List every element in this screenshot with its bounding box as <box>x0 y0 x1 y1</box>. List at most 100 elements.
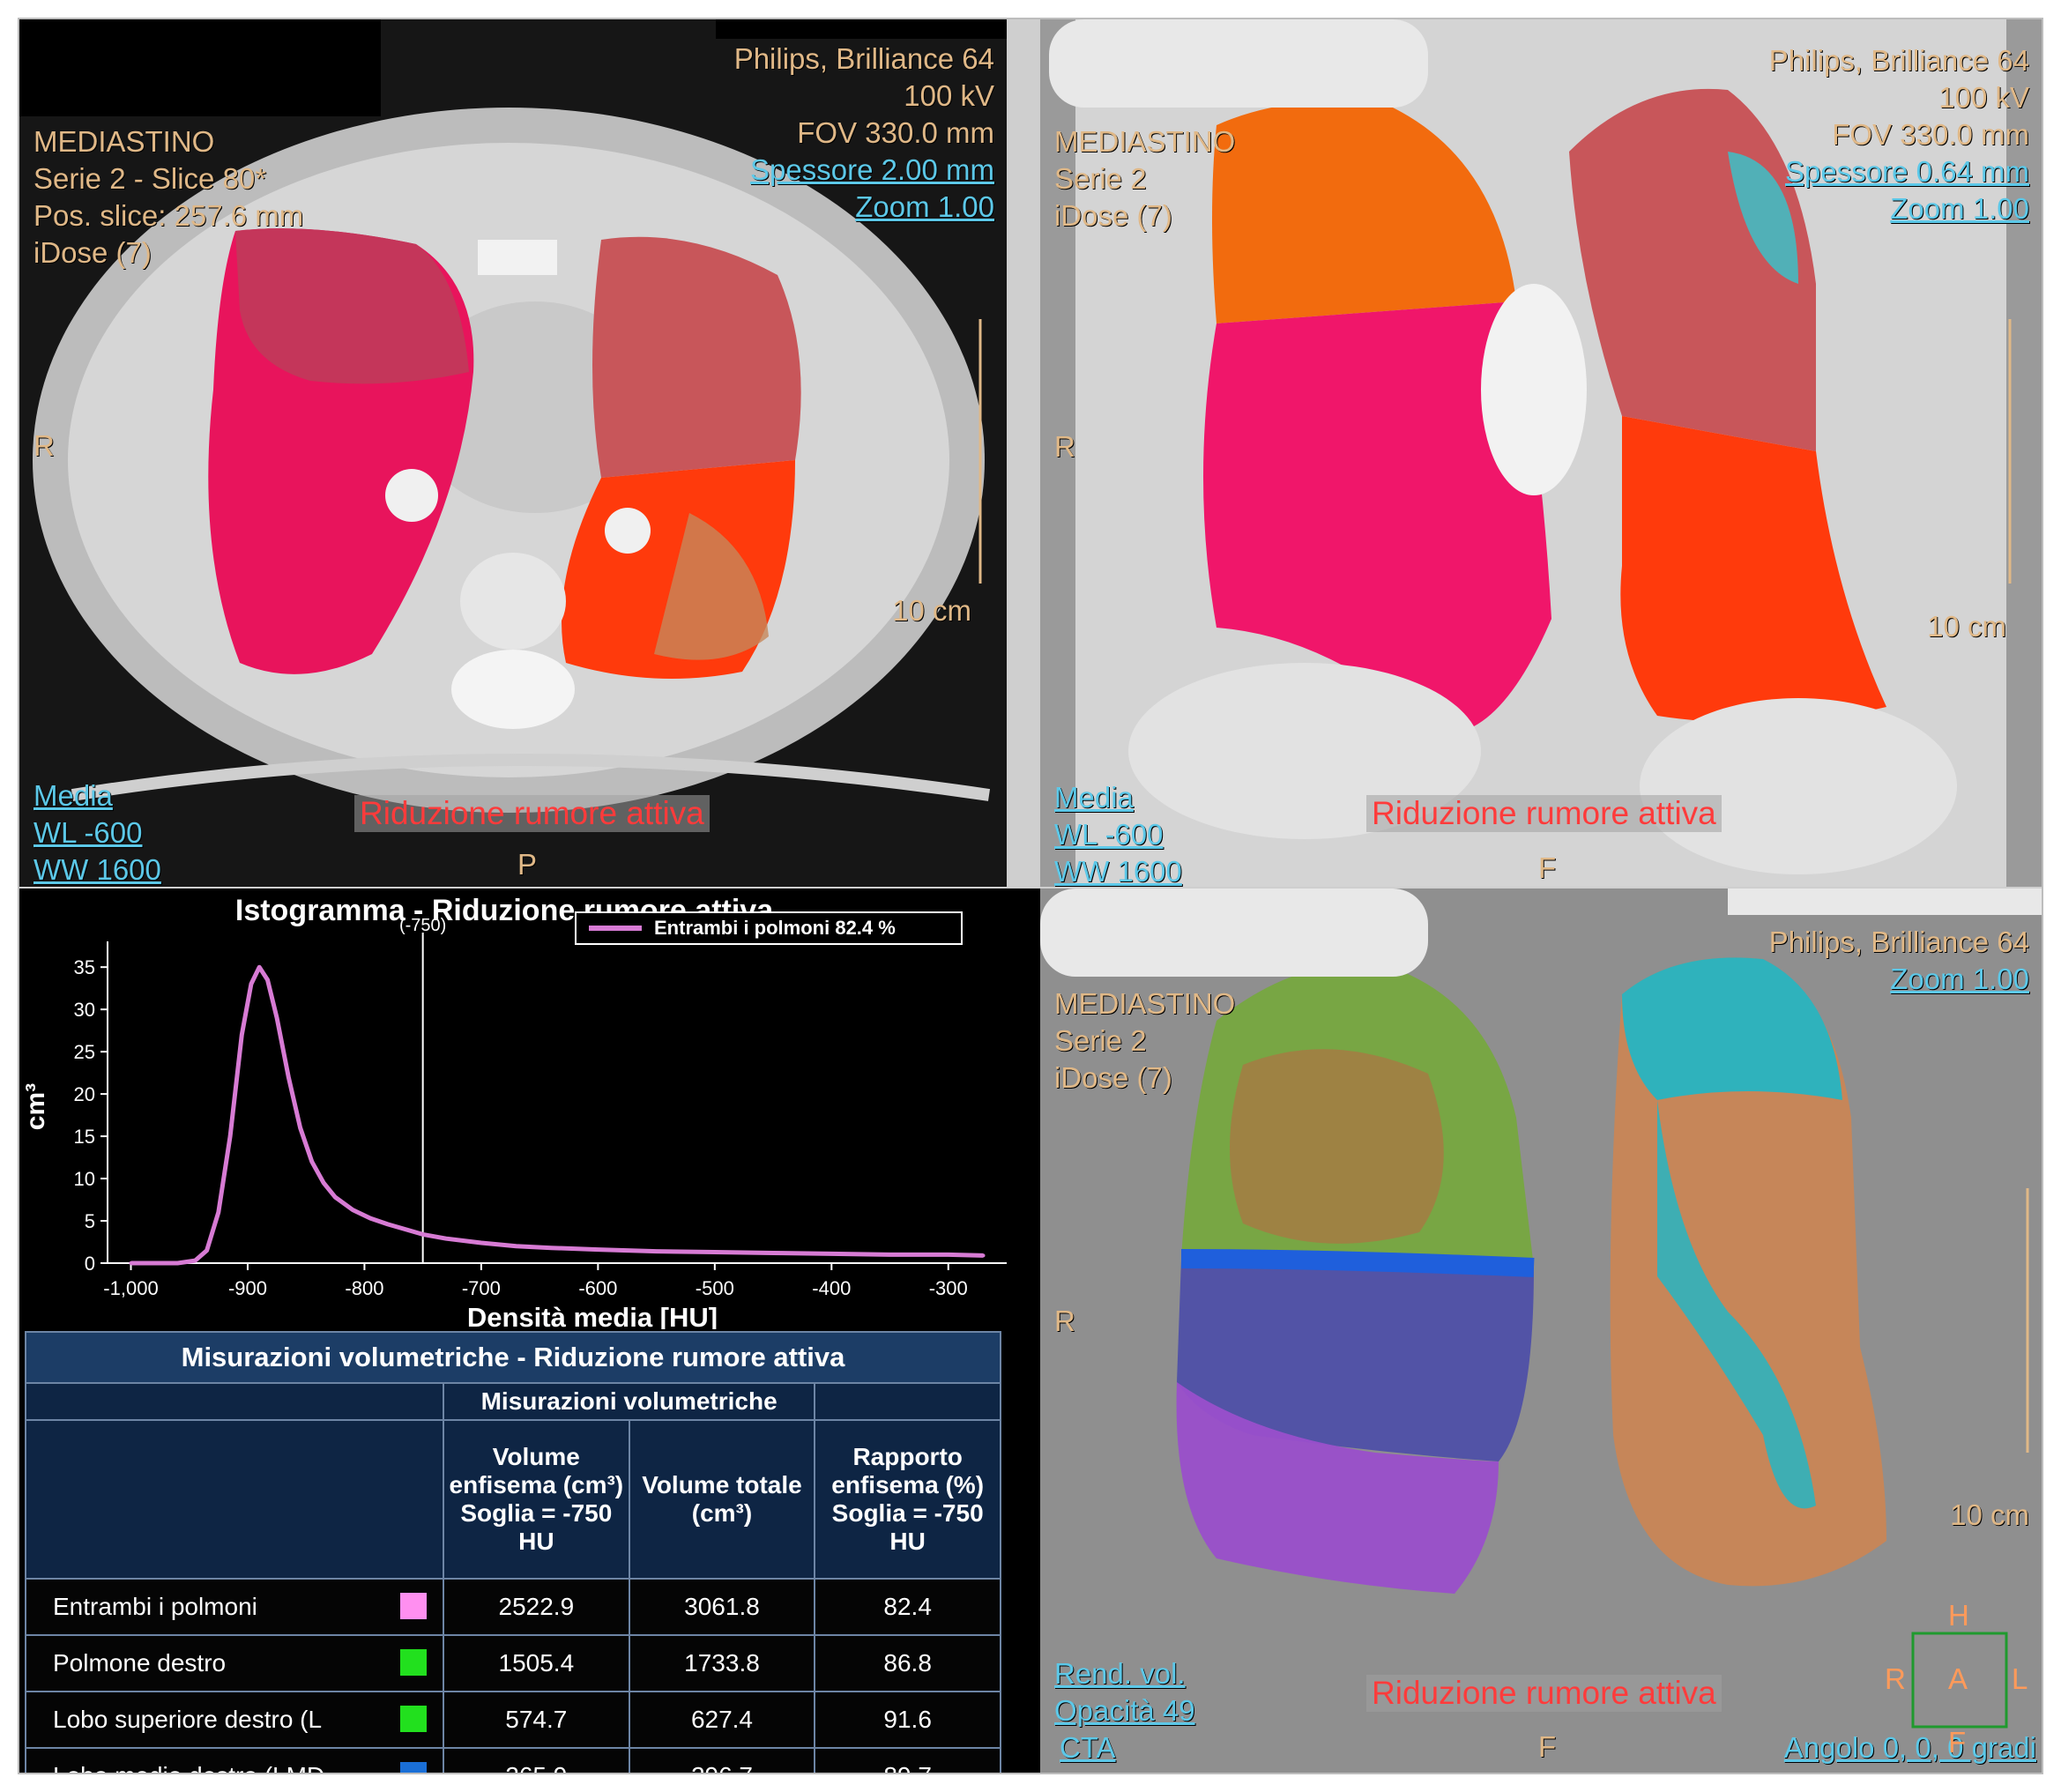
axial-orientation-bottom: P <box>517 848 538 881</box>
coronal-scale-label: 10 cm <box>1927 610 2006 643</box>
x-tick-label: -600 <box>578 1277 617 1299</box>
data-point <box>981 1253 986 1258</box>
data-point <box>420 1232 425 1237</box>
volume-angle-link[interactable]: Angolo 0, 0, 0 gradi <box>1783 1731 2036 1764</box>
data-point <box>333 1195 338 1200</box>
data-point <box>444 1237 449 1241</box>
volume-preset-link[interactable]: CTA <box>1060 1731 1116 1764</box>
table-row-name-cell: Lobo medio destro (LMD <box>25 1747 444 1773</box>
data-point <box>257 965 262 970</box>
data-point <box>205 1248 209 1253</box>
table-row-color-swatch <box>400 1593 427 1619</box>
legend-label: Entrambi i polmoni 82.4 % <box>654 917 896 939</box>
axial-zoom-link[interactable]: Zoom 1.00 <box>855 190 994 223</box>
redacted-header <box>1728 889 2042 915</box>
table-group-header: Misurazioni volumetriche <box>442 1382 816 1421</box>
y-tick-label: 10 <box>74 1168 95 1190</box>
axial-series-slice: Serie 2 - Slice 80* <box>33 162 267 195</box>
histogram-legend: Entrambi i polmoni 82.4 % <box>575 911 963 945</box>
data-point <box>946 1253 950 1257</box>
table-cell-v1: 2522.9 <box>443 1578 630 1636</box>
data-point <box>240 1032 244 1037</box>
table-row-name: Lobo superiore destro (L <box>53 1706 323 1733</box>
histogram-chart: -1,000 -900 -800 -700 -600 -500 -400 -300 0 5 10 15… <box>21 916 1007 1329</box>
table-cell-v2: 1733.8 <box>628 1634 816 1692</box>
orientation-cube-r: R <box>1885 1662 1906 1695</box>
volume-noise-reduction-label: Riduzione rumore attiva <box>1366 1675 1722 1712</box>
coronal-series: Serie 2 <box>1054 162 1147 195</box>
table-row-name-cell: Entrambi i polmoni <box>25 1578 444 1636</box>
x-tick-label: -800 <box>345 1277 383 1299</box>
table-blank-header <box>25 1382 444 1421</box>
x-axis-label: Densità media [HU] <box>467 1302 718 1329</box>
data-point <box>368 1216 373 1221</box>
data-point <box>830 1252 834 1256</box>
axial-media-link[interactable]: Media <box>33 779 113 812</box>
x-tick-label: -900 <box>228 1277 267 1299</box>
y-tick-label: 15 <box>74 1126 95 1148</box>
coronal-viewport[interactable]: MEDIASTINO Serie 2 iDose (7) Philips, Br… <box>1040 19 2042 887</box>
data-point <box>479 1240 483 1245</box>
table-cell-v3: 89.7 <box>814 1747 1001 1773</box>
axial-thickness-link[interactable]: Spessore 2.00 mm <box>750 153 994 186</box>
volume-rend-link[interactable]: Rend. vol. <box>1054 1657 1186 1690</box>
axial-orientation-left: R <box>33 429 55 462</box>
table-col1-header: Volume enfisema (cm³) Soglia = -750 HU <box>443 1419 630 1580</box>
table-row[interactable]: Entrambi i polmoni 2522.9 3061.8 82.4 <box>25 1578 1001 1636</box>
redacted-patient-info <box>1049 19 1428 108</box>
redacted-patient-info <box>19 19 381 116</box>
table-cell-v1: 1505.4 <box>443 1634 630 1692</box>
table-row[interactable]: Lobo medio destro (LMD 265.9296.789.7 <box>25 1747 1001 1773</box>
y-tick-label: 0 <box>85 1253 95 1275</box>
orientation-cube-f: F <box>1948 1726 1967 1759</box>
data-point <box>514 1244 518 1248</box>
table-row[interactable]: Lobo superiore destro (L 574.7 627.4 91.6 <box>25 1691 1001 1749</box>
table-row-name-cell: Polmone destro <box>25 1634 444 1692</box>
threshold-label: (-750) <box>399 916 446 935</box>
table-cell-v3: 86.8 <box>814 1634 1001 1692</box>
volume-orientation-bottom: F <box>1538 1730 1557 1763</box>
volume-render-image <box>1040 889 2042 1773</box>
orientation-cube-l: L <box>2012 1662 2028 1695</box>
coronal-recon: iDose (7) <box>1054 199 1172 232</box>
coronal-series-name: MEDIASTINO <box>1054 125 1236 158</box>
orientation-cube-h: H <box>1948 1599 1969 1632</box>
coronal-noise-reduction-label: Riduzione rumore attiva <box>1366 795 1722 832</box>
volume-zoom-link[interactable]: Zoom 1.00 <box>1890 963 2029 995</box>
coronal-ww-link[interactable]: WW 1600 <box>1054 855 1182 887</box>
data-point <box>403 1227 407 1231</box>
axial-scale-label: 10 cm <box>892 594 971 627</box>
coronal-fov: FOV 330.0 mm <box>1832 118 2029 151</box>
volumetric-table: Misurazioni volumetriche - Riduzione rum… <box>25 1331 1001 1773</box>
y-axis-label: cm³ <box>21 1083 50 1130</box>
data-point <box>249 982 253 986</box>
axial-ct-image <box>19 19 1007 887</box>
axial-wl-link[interactable]: WL -600 <box>33 816 143 849</box>
orientation-cube-a[interactable]: A <box>1948 1662 1968 1695</box>
y-tick-label: 30 <box>74 999 95 1021</box>
table-cell-v1: 574.7 <box>443 1691 630 1749</box>
volume-series-name: MEDIASTINO <box>1054 987 1236 1020</box>
volume-render-viewport[interactable]: MEDIASTINO Serie 2 iDose (7) Philips, Br… <box>1040 889 2042 1773</box>
y-tick-label: 25 <box>74 1041 95 1063</box>
table-cell-v3: 82.4 <box>814 1578 1001 1636</box>
coronal-ct-image <box>1040 19 2042 887</box>
histogram-panel: Istogramma - Riduzione rumore attiva Ent… <box>19 889 1040 1773</box>
table-title: Misurazioni volumetriche - Riduzione rum… <box>25 1331 1001 1384</box>
data-point <box>265 978 270 982</box>
coronal-thickness-link[interactable]: Spessore 0.64 mm <box>1785 155 2029 188</box>
coronal-wl-link[interactable]: WL -600 <box>1054 818 1164 851</box>
data-point <box>351 1208 355 1212</box>
axial-viewport[interactable]: MEDIASTINO Serie 2 - Slice 80* Pos. slic… <box>19 19 1007 887</box>
table-row-color-swatch <box>400 1762 427 1773</box>
data-point <box>596 1247 600 1252</box>
volume-opacity-link[interactable]: Opacità 49 <box>1054 1694 1195 1727</box>
x-tick-label: -300 <box>929 1277 968 1299</box>
coronal-zoom-link[interactable]: Zoom 1.00 <box>1890 192 2029 225</box>
axial-ww-link[interactable]: WW 1600 <box>33 853 161 886</box>
table-row-name: Polmone destro <box>53 1649 227 1677</box>
table-row[interactable]: Polmone destro 1505.4 1733.8 86.8 <box>25 1634 1001 1692</box>
coronal-media-link[interactable]: Media <box>1054 781 1134 814</box>
table-name-header <box>25 1419 444 1580</box>
table-row-name: Entrambi i polmoni <box>53 1593 257 1620</box>
